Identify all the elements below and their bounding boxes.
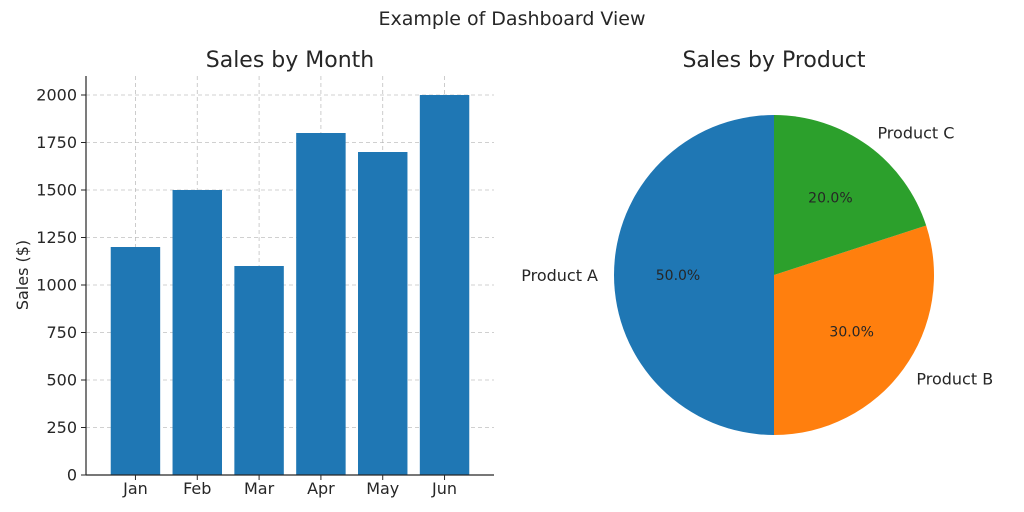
y-tick-label: 1000 [36, 276, 77, 295]
pie-percent-label: 30.0% [829, 324, 873, 340]
pie-chart-title: Sales by Product [682, 48, 865, 73]
pie-percent-label: 50.0% [656, 268, 700, 284]
bar-feb [172, 190, 222, 475]
y-tick-label: 2000 [36, 86, 77, 105]
x-tick-label: Mar [244, 479, 275, 498]
bar-jun [419, 95, 470, 475]
y-tick-label: 250 [46, 418, 77, 437]
bar-chart-title: Sales by Month [206, 48, 374, 73]
x-tick-labels: Jan Feb Mar Apr May Jun [122, 475, 457, 498]
bar-jan [110, 247, 161, 475]
pie-percent-label: 20.0% [808, 190, 852, 206]
bar-mar [234, 266, 284, 475]
pie-slice-product-b [774, 225, 934, 435]
pie-labels: Product A 50.0% Product B 30.0% Product C 20.… [521, 124, 993, 389]
x-tick-label: Jun [431, 479, 457, 498]
pie-slice-product-c [774, 115, 927, 275]
y-tick-label: 500 [46, 371, 77, 390]
y-tick-label: 1750 [36, 133, 77, 152]
pie-label: Product B [916, 369, 993, 388]
pie-slice-product-a [614, 115, 774, 435]
x-tick-label: May [366, 479, 399, 498]
pie-label: Product C [877, 124, 954, 143]
pie-chart: Sales by Product Product A 50.0% Product B… [521, 48, 993, 435]
x-tick-label: Feb [183, 479, 211, 498]
y-tick-label: 1500 [36, 181, 77, 200]
y-tick-label: 0 [67, 466, 77, 485]
x-tick-label: Apr [307, 479, 335, 498]
pie-label: Product A [521, 266, 598, 285]
y-tick-label: 750 [46, 323, 77, 342]
pie-slices [614, 115, 934, 435]
x-tick-label: Jan [122, 479, 148, 498]
bars [110, 95, 470, 475]
bar-chart: Sales by Month Sales ($) 0 250 500 750 1000 1… [13, 48, 494, 498]
figure-title: Example of Dashboard View [378, 8, 645, 30]
y-axis-label: Sales ($) [13, 240, 32, 310]
bar-may [358, 152, 408, 475]
y-tick-label: 1250 [36, 228, 77, 247]
bar-apr [296, 133, 346, 475]
y-tick-labels: 0 250 500 750 1000 1250 1500 1750 2000 [36, 86, 86, 485]
